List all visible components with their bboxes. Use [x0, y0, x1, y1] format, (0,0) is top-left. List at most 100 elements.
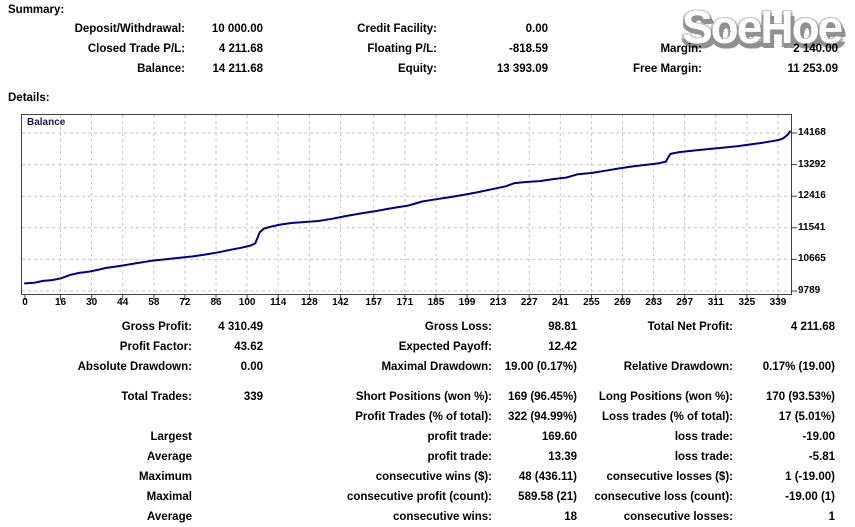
- table-row: Total Trades: 339 Short Positions (won %):…: [0, 387, 835, 407]
- stat-value: 1: [828, 511, 835, 523]
- stat-value: 169 (96.45%): [507, 391, 577, 403]
- stat-value: 13 393.09: [496, 63, 548, 75]
- balance-chart-plot: [21, 114, 797, 300]
- stat-value: 2 140.00: [793, 43, 838, 55]
- x-tick-label: 325: [738, 297, 756, 308]
- stat-value: 1 (-19.00): [785, 471, 835, 483]
- stat-label: Largest: [150, 431, 192, 443]
- stat-value: 18: [564, 511, 577, 523]
- summary-heading: Summary:: [8, 4, 65, 16]
- stat-label: consecutive profit (count):: [346, 491, 492, 503]
- stat-value: 322 (94.99%): [507, 411, 577, 423]
- stat-label: loss trade:: [674, 451, 733, 463]
- stat-label: Free Margin:: [632, 63, 702, 75]
- stat-value: 4 211.68: [790, 321, 835, 333]
- stat-label: Maximum: [138, 471, 192, 483]
- stat-value: 12.42: [548, 341, 577, 353]
- stat-label: consecutive losses ($):: [606, 471, 733, 483]
- stat-label: consecutive wins ($):: [375, 471, 492, 483]
- y-tick-label: 14168: [798, 127, 826, 138]
- y-tick-label: 12416: [798, 190, 826, 202]
- stat-value: 339: [243, 391, 263, 403]
- x-tick-label: 255: [583, 297, 600, 308]
- y-tick-label: 13292: [798, 158, 826, 170]
- stat-value: 0.17% (19.00): [762, 361, 835, 373]
- x-tick-label: 72: [179, 297, 191, 308]
- stat-label: Loss trades (% of total):: [602, 411, 733, 423]
- row-spacer: [0, 377, 835, 387]
- stat-value: -19.00: [802, 431, 835, 443]
- stat-value: 10 000.00: [211, 23, 263, 35]
- stat-label: Maximal: [146, 491, 192, 503]
- stat-label: Short Positions (won %):: [355, 391, 492, 403]
- y-tick-label: 10665: [798, 253, 826, 265]
- x-tick-label: 86: [210, 297, 222, 308]
- x-tick-label: 142: [332, 297, 349, 308]
- stat-label: Total Net Profit:: [647, 321, 733, 333]
- table-row: Absolute Drawdown: 0.00 Maximal Drawdown: 1…: [0, 357, 835, 377]
- stat-label: Expected Payoff:: [398, 341, 492, 353]
- y-tick-label: 9789: [798, 285, 821, 296]
- stat-label: Profit Trades (% of total):: [355, 411, 492, 423]
- stat-label: Deposit/Withdrawal:: [74, 23, 185, 35]
- x-tick-label: 100: [238, 297, 256, 308]
- stat-label: Profit Factor:: [119, 341, 192, 353]
- stat-value: 43.62: [234, 341, 263, 353]
- table-row: Maximum consecutive wins ($): 48 (436.11) c…: [0, 467, 835, 487]
- table-row: Balance: 14 211.68 Equity: 13 393.09 Free Ma…: [0, 59, 838, 79]
- stat-value: 13.39: [548, 451, 577, 463]
- stat-label: Gross Loss:: [424, 321, 492, 333]
- y-tick-label: 11541: [798, 221, 826, 233]
- table-row: Average profit trade: 13.39 loss trade: -5.8…: [0, 447, 835, 467]
- stat-label: Absolute Drawdown:: [77, 361, 192, 373]
- x-tick-label: 241: [551, 297, 569, 308]
- stat-label: Average: [147, 511, 192, 523]
- table-row: Maximal consecutive profit (count): 589.58…: [0, 487, 835, 507]
- stat-label: Credit Facility:: [357, 23, 437, 35]
- x-tick-label: 269: [614, 297, 631, 308]
- x-tick-label: 157: [365, 297, 383, 308]
- stat-label: Maximal Drawdown:: [381, 361, 492, 373]
- stat-value: 14 211.68: [212, 63, 263, 75]
- table-row: Gross Profit: 4 310.49 Gross Loss: 98.81 Tot…: [0, 317, 835, 337]
- table-row: Closed Trade P/L: 4 211.68 Floating P/L: -8…: [0, 39, 838, 59]
- x-tick-label: 213: [489, 297, 507, 308]
- x-tick-label: 30: [86, 297, 98, 308]
- table-row: Profit Trades (% of total): 322 (94.99%) L…: [0, 407, 835, 427]
- x-tick-label: 16: [54, 297, 67, 308]
- x-tick-label: 185: [427, 297, 445, 308]
- summary-table: Deposit/Withdrawal: 10 000.00 Credit Facil…: [0, 19, 838, 79]
- stat-label: consecutive losses:: [623, 511, 733, 523]
- statistics-table: Gross Profit: 4 310.49 Gross Loss: 98.81 Tot…: [0, 317, 835, 527]
- stat-value: 170 (93.53%): [765, 391, 835, 403]
- stat-label: Closed Trade P/L:: [87, 43, 185, 55]
- stat-value: 169.60: [541, 431, 577, 443]
- table-row: Average consecutive wins: 18 consecutive lo…: [0, 507, 835, 527]
- stat-label: Relative Drawdown:: [623, 361, 733, 373]
- x-tick-label: 128: [300, 297, 318, 308]
- stat-label: profit trade:: [427, 451, 492, 463]
- details-heading: Details:: [8, 92, 50, 104]
- stat-value: 11 253.09: [787, 63, 838, 75]
- table-row: Profit Factor: 43.62 Expected Payoff: 12.42: [0, 337, 835, 357]
- stat-value: 17 (5.01%): [778, 411, 835, 423]
- watermark-logo: SoeHoe: [682, 1, 843, 53]
- x-tick-label: 227: [520, 297, 538, 308]
- x-tick-label: 311: [707, 297, 724, 308]
- stat-label: consecutive wins:: [392, 511, 492, 523]
- table-row: Deposit/Withdrawal: 10 000.00 Credit Facil…: [0, 19, 838, 39]
- chart-frame: [21, 114, 792, 295]
- stat-label: loss trade:: [674, 431, 733, 443]
- stat-value: 589.58 (21): [518, 491, 577, 503]
- stat-value: 4 211.68: [218, 43, 263, 55]
- x-tick-label: 114: [270, 297, 287, 308]
- stat-value: -818.59: [508, 43, 548, 55]
- stat-value: -5.81: [808, 451, 835, 463]
- stat-value: 0.00: [240, 361, 263, 373]
- x-tick-label: 0: [22, 297, 28, 308]
- x-tick-label: 44: [117, 297, 129, 308]
- stat-value: 4 310.49: [218, 321, 263, 333]
- stat-label: Margin:: [660, 43, 702, 55]
- stat-value: 98.81: [548, 321, 577, 333]
